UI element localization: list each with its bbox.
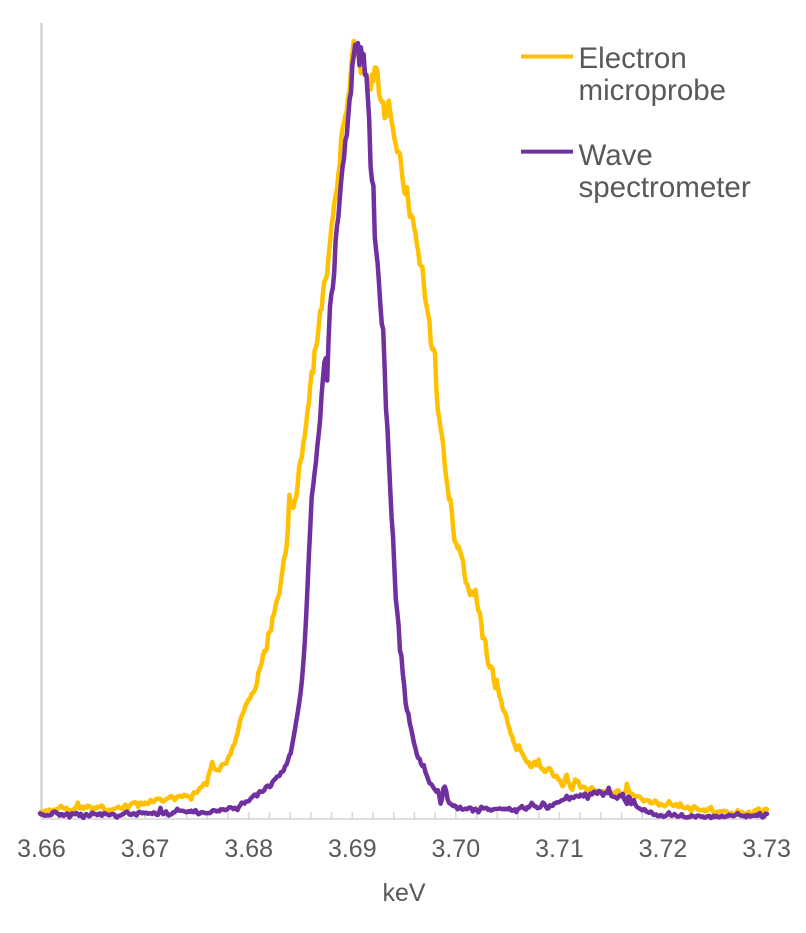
svg-text:3.66: 3.66	[17, 835, 66, 863]
svg-text:3.67: 3.67	[121, 835, 170, 863]
svg-text:3.69: 3.69	[328, 835, 377, 863]
svg-text:spectrometer: spectrometer	[579, 171, 751, 204]
svg-text:3.71: 3.71	[535, 835, 584, 863]
svg-text:3.72: 3.72	[639, 835, 688, 863]
svg-text:3.70: 3.70	[431, 835, 480, 863]
svg-text:keV: keV	[382, 879, 425, 907]
svg-text:Electron: Electron	[579, 42, 687, 75]
svg-text:microprobe: microprobe	[579, 74, 727, 107]
svg-text:Wave: Wave	[579, 139, 653, 172]
svg-text:3.73: 3.73	[742, 835, 791, 863]
svg-text:3.68: 3.68	[224, 835, 273, 863]
